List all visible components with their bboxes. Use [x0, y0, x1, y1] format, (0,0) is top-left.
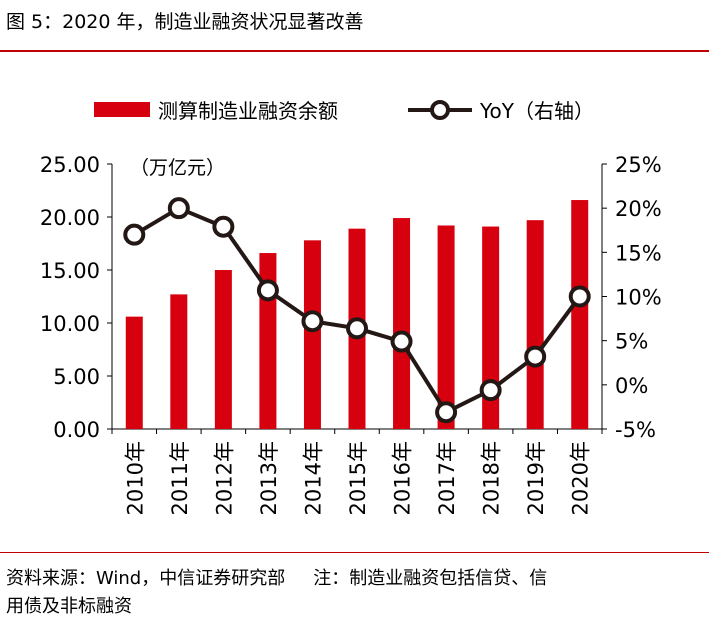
right-axis-tick-label: 5% [615, 330, 648, 354]
bar-2020年 [571, 200, 589, 429]
left-axis-tick-label: 15.00 [40, 259, 100, 283]
legend: 测算制造业融资余额 YoY（右轴） [94, 99, 594, 123]
line-series [123, 197, 591, 424]
x-axis-label: 2012年 [212, 441, 236, 515]
bar-2019年 [526, 220, 544, 429]
footer: 资料来源：Wind，中信证券研究部 注：制造业融资包括信贷、信 [6, 566, 547, 592]
x-axis-label: 2015年 [346, 441, 370, 515]
legend-bar-label: 测算制造业融资余额 [158, 99, 338, 123]
bar-2018年 [482, 226, 500, 429]
x-axis-label: 2010年 [123, 441, 147, 515]
yoy-point-2012年 [212, 215, 235, 238]
x-axis-labels: 2010年 2011年 2012年 2013年 2014年 2015年 2016年 2017年… [123, 441, 592, 515]
yoy-point-2018年 [479, 379, 502, 402]
legend-line-label: YoY（右轴） [479, 99, 594, 123]
yoy-point-2017年 [435, 401, 458, 424]
x-axis-label: 2020年 [569, 441, 593, 515]
bar-2010年 [125, 316, 143, 429]
right-axis-tick-label: 10% [615, 286, 662, 310]
yoy-point-2016年 [390, 330, 413, 353]
axes: 0.00 5.00 10.00 15.00 20.00 25.00 -5% 0% 5% 10% 15… [40, 153, 662, 442]
bar-2011年 [170, 294, 188, 429]
footnote: 注：制造业融资包括信贷、信 [313, 568, 548, 589]
left-axis-tick-label: 10.00 [40, 312, 100, 336]
yoy-point-2014年 [301, 310, 324, 333]
x-axis-label: 2011年 [168, 441, 192, 515]
bar-2016年 [393, 218, 411, 429]
footer-rule [0, 552, 709, 553]
right-axis-tick-label: 15% [615, 241, 662, 265]
x-axis-label: 2018年 [480, 441, 504, 515]
chart-title: 图 5：2020 年，制造业融资状况显著改善 [6, 11, 364, 33]
yoy-point-2013年 [256, 279, 279, 302]
yoy-point-2019年 [524, 345, 547, 368]
left-axis-tick-label: 5.00 [53, 365, 100, 389]
bar-2012年 [214, 270, 232, 429]
left-axis-tick-label: 20.00 [40, 206, 100, 230]
bar-2014年 [303, 240, 321, 429]
title-rule [0, 50, 709, 52]
footnote-continued: 用债及非标融资 [6, 596, 132, 617]
x-axis-label: 2014年 [301, 441, 325, 515]
yoy-point-2015年 [346, 317, 368, 340]
right-axis-tick-label: 25% [615, 153, 662, 177]
x-axis-label: 2016年 [391, 441, 415, 515]
bar-series [125, 200, 589, 429]
legend-line-marker [430, 100, 450, 120]
right-axis-tick-label: -5% [615, 418, 656, 442]
left-axis-tick-label: 0.00 [53, 418, 100, 442]
x-axis-label: 2019年 [524, 441, 548, 515]
x-axis-label: 2013年 [257, 441, 281, 515]
yoy-point-2011年 [167, 197, 190, 220]
left-axis-unit: （万亿元） [130, 157, 225, 179]
right-axis-tick-label: 20% [615, 197, 662, 221]
chart: 测算制造业融资余额 YoY（右轴） （万亿元） 0.00 5.00 10.00 15.… [40, 99, 662, 515]
right-axis-tick-label: 0% [615, 374, 648, 398]
x-axis-label: 2017年 [435, 441, 459, 515]
yoy-point-2020年 [568, 285, 591, 308]
legend-bar-swatch [94, 102, 150, 117]
bar-2017年 [437, 225, 455, 429]
yoy-point-2010年 [123, 223, 146, 246]
left-axis-tick-label: 25.00 [40, 153, 100, 177]
source-note: 资料来源：Wind，中信证券研究部 [6, 568, 286, 589]
